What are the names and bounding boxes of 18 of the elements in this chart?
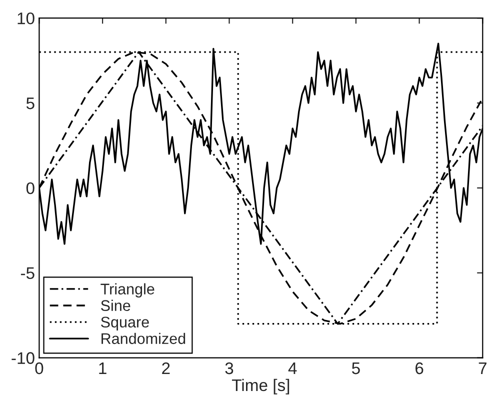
legend-label: Randomized [102,332,186,344]
x-tick-label: 7 [478,362,486,374]
y-tick-label: 0 [26,182,34,194]
legend-label: Square [101,316,149,331]
legend-label: Triangle [100,283,154,298]
x-tick-label: 2 [162,362,170,374]
x-tick-label: 3 [225,362,234,374]
x-tick-label: 6 [416,362,424,374]
y-tick-label: 5 [26,98,34,110]
y-tick-label: -10 [12,352,34,364]
x-tick-label: 1 [99,362,106,374]
x-tick-label: 5 [352,362,360,374]
x-tick-label: 0 [35,362,44,374]
y-tick-label: 10 [18,12,34,24]
legend-label: Sine [101,300,130,311]
y-tick-label: -5 [20,267,34,280]
x-axis-title: Time [s] [232,378,290,394]
x-tick-label: 4 [288,362,297,374]
